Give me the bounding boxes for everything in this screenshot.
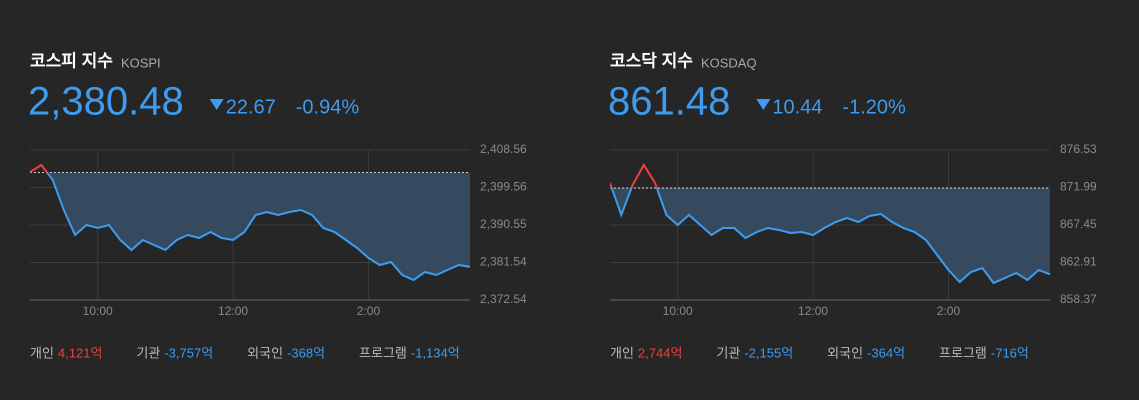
investor-label: 개인	[610, 345, 634, 360]
index-title: 코스닥 지수	[610, 51, 693, 70]
investor-label: 외국인	[247, 345, 283, 360]
investor-value: -364억	[867, 345, 905, 360]
investor-label: 개인	[30, 345, 54, 360]
x-tick-label: 2:00	[937, 304, 961, 318]
down-arrow-icon	[756, 99, 771, 110]
index-price: 2,380.48	[28, 80, 184, 124]
index-code: KOSDAQ	[701, 55, 757, 70]
y-tick-label: 2,408.56	[480, 142, 527, 156]
y-tick-label: 2,381.54	[480, 255, 527, 269]
line	[30, 172, 470, 282]
investor-label: 기관	[716, 345, 740, 360]
x-tick-label: 2:00	[357, 304, 381, 318]
y-tick-label: 2,390.55	[480, 217, 527, 231]
index-change: 22.67	[226, 96, 276, 118]
x-tick-label: 12:00	[218, 304, 248, 318]
index-change-percent: -1.20%	[842, 96, 906, 118]
y-tick-label: 876.53	[1060, 142, 1097, 156]
investor-value: 2,744억	[638, 345, 683, 360]
investor-value: -1,134억	[411, 345, 460, 360]
investor-value: -2,155억	[744, 345, 793, 360]
investor-label: 프로그램	[939, 345, 987, 360]
index-code: KOSPI	[121, 55, 161, 70]
investor-value: -3,757억	[164, 345, 213, 360]
y-tick-label: 871.99	[1060, 180, 1097, 194]
index-price: 861.48	[608, 80, 730, 124]
down-arrow-icon	[209, 99, 224, 110]
y-tick-label: 2,399.56	[480, 180, 527, 194]
investor-value: 4,121억	[58, 345, 103, 360]
investor-label: 프로그램	[359, 345, 407, 360]
investor-label: 기관	[136, 345, 160, 360]
y-tick-label: 862.91	[1060, 255, 1097, 269]
investor-value: -368억	[287, 345, 325, 360]
y-tick-label: 867.45	[1060, 217, 1097, 231]
investor-label: 외국인	[827, 345, 863, 360]
y-tick-label: 858.37	[1060, 292, 1097, 306]
line	[610, 188, 1050, 285]
index-change-percent: -0.94%	[296, 96, 360, 118]
x-tick-label: 10:00	[83, 304, 113, 318]
x-tick-label: 12:00	[798, 304, 828, 318]
index-title: 코스피 지수	[30, 51, 113, 70]
x-tick-label: 10:00	[663, 304, 693, 318]
y-tick-label: 2,372.54	[480, 292, 527, 306]
investor-value: -716억	[991, 345, 1029, 360]
index-change: 10.44	[772, 96, 822, 118]
